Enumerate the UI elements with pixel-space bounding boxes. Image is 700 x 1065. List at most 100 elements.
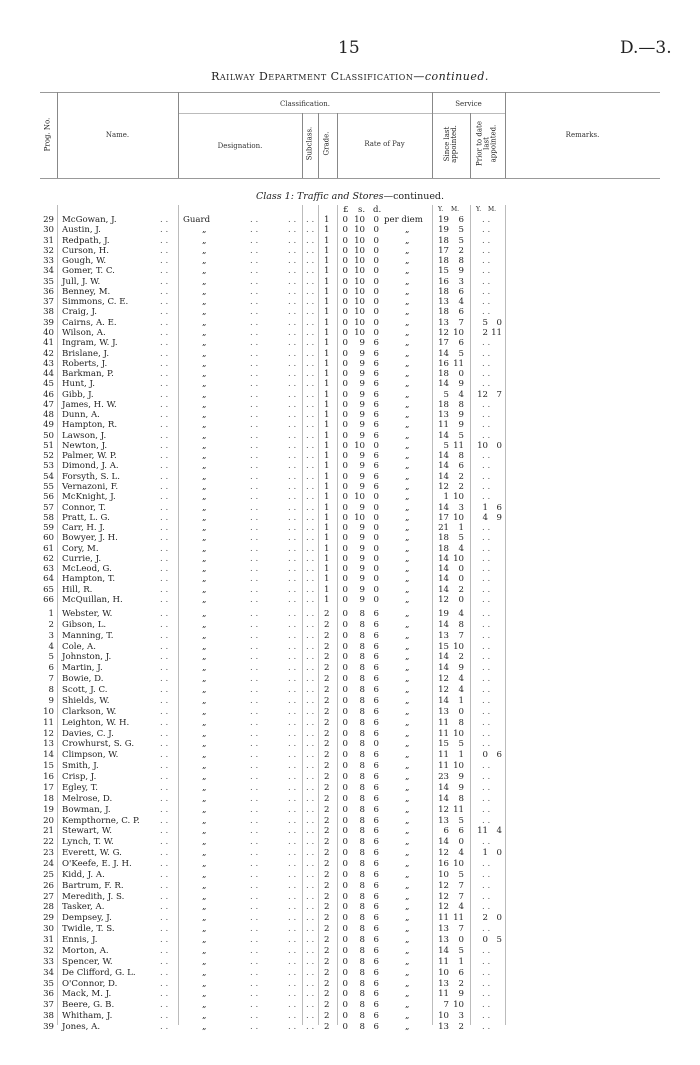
prior-empty: . . (482, 728, 491, 739)
pay-period: „ (405, 410, 410, 421)
designation: „ (202, 739, 207, 750)
table-row: 15 Smith, J. . . „ . . . . . . 2 0 8 6 „ 11 10 . . (0, 761, 700, 771)
pay-pence: 0 (373, 256, 379, 267)
name-leader: . . (160, 553, 169, 564)
since-months: 9 (458, 782, 464, 793)
document-reference: D.—3. (620, 38, 672, 58)
grade: 1 (324, 471, 330, 482)
pay-pounds: 0 (342, 512, 348, 523)
pay-period: „ (405, 674, 410, 685)
designation-leader: . . (250, 848, 259, 859)
pay-shillings: 8 (359, 630, 365, 641)
prog-no: 7 (48, 674, 54, 685)
designation: „ (202, 674, 207, 685)
pay-period: „ (405, 482, 410, 493)
since-years: 7 (443, 1000, 449, 1011)
pay-shillings: 8 (359, 739, 365, 750)
designation: „ (202, 327, 207, 338)
pay-period: „ (405, 869, 410, 880)
pay-period: „ (405, 652, 410, 663)
since-months: 2 (458, 584, 464, 595)
since-years: 16 (438, 276, 449, 287)
prior-empty: . . (482, 739, 491, 750)
pay-pounds: 0 (342, 235, 348, 246)
table-row: 45 Hunt, J.. . „. .. .. . 1 0 9 6 „ 14 9. . (0, 379, 700, 389)
designation: „ (202, 245, 207, 256)
designation-leader: . . (250, 286, 259, 297)
designation-leader: . . (250, 935, 259, 946)
pay-pence: 0 (373, 492, 379, 503)
pay-period: „ (405, 804, 410, 815)
pay-pounds: 0 (342, 815, 348, 826)
table-row: 35 O'Connor, D. . . „ . . . . . . 2 0 8 6 „ 13 2 . . (0, 979, 700, 989)
prog-no: 22 (43, 837, 54, 848)
designation: „ (202, 523, 207, 534)
designation-leader: . . (288, 594, 297, 605)
designation-leader: . . (250, 685, 259, 696)
table-row: 13 Crowhurst, S. G. . . „ . . . . . . 2 0 8 0 „ 15 5.… (0, 739, 700, 749)
table-row: 8 Scott, J. C.. . „. .. .. . 2 0 8 6 „ 12 4. . (0, 685, 700, 695)
designation-leader: . . (288, 358, 297, 369)
prog-no: 34 (43, 967, 54, 978)
pay-period: „ (405, 945, 410, 956)
designation-leader: . . (250, 967, 259, 978)
prog-no: 30 (43, 924, 54, 935)
name-leader: . . (160, 630, 169, 641)
prior-empty: . . (482, 804, 491, 815)
unit-years-since: Y. (438, 206, 444, 213)
since-months: 3 (458, 276, 464, 287)
designation-leader: . . (288, 420, 297, 431)
prior-empty: . . (482, 869, 491, 880)
name-leader: . . (160, 1011, 169, 1022)
designation: „ (202, 256, 207, 267)
name-leader: . . (160, 793, 169, 804)
subclass-leader: . . (306, 695, 315, 706)
pay-pounds: 0 (342, 793, 348, 804)
table-row: 39 Cairns, A. E.. . „. .. .. . 1 0 10 0 „ 13 7 5 0 (0, 318, 700, 328)
since-years: 14 (438, 574, 449, 585)
subclass-leader: . . (306, 553, 315, 564)
prior-empty: . . (482, 348, 491, 359)
subclass-leader: . . (306, 410, 315, 421)
name: O'Keefe, E. J. H. (62, 859, 132, 869)
since-years: 10 (438, 967, 449, 978)
prior-months: 6 (496, 502, 502, 513)
table-row: 28 Tasker, A. . . „ . . . . . . 2 0 8 6 „ 12 4 . . (0, 902, 700, 912)
pay-pence: 6 (373, 674, 379, 685)
designation-leader: . . (250, 225, 259, 236)
grade: 1 (324, 266, 330, 277)
name-leader: . . (160, 891, 169, 902)
designation-leader: . . (250, 369, 259, 380)
since-years: 18 (438, 399, 449, 410)
table-row: 31 Redpath, J.. . „. .. .. . 1 0 10 0 „ 18 5. . (0, 236, 700, 246)
pay-shillings: 8 (359, 772, 365, 783)
grade: 1 (324, 574, 330, 585)
name: Gomer, T. C. (62, 266, 115, 277)
pay-period: „ (405, 837, 410, 848)
pay-pence: 6 (373, 913, 379, 924)
designation-leader: . . (250, 543, 259, 554)
table-row: 46 Gibb, J. . . „ . . . . . . 1 0 9 6 „ 5 4 12 7 (0, 390, 700, 400)
since-months: 2 (458, 978, 464, 989)
pay-pence: 0 (373, 584, 379, 595)
grade: 1 (324, 338, 330, 349)
name-leader: . . (160, 564, 169, 575)
name: Simmons, C. E. (62, 297, 129, 308)
pay-pounds: 0 (342, 1022, 348, 1033)
subclass-leader: . . (306, 482, 315, 493)
designation-leader: . . (250, 440, 259, 451)
pay-period: „ (405, 663, 410, 674)
prior-empty: . . (482, 793, 491, 804)
designation-leader: . . (288, 641, 297, 652)
since-months: 7 (458, 630, 464, 641)
designation: „ (202, 482, 207, 493)
unit-months-prior: M. (488, 206, 497, 213)
designation-leader: . . (288, 297, 297, 308)
subclass-leader: . . (306, 804, 315, 815)
designation-leader: . . (288, 523, 297, 534)
since-months: 6 (458, 338, 464, 349)
prior-empty: . . (482, 276, 491, 287)
designation: „ (202, 761, 207, 772)
designation: „ (202, 859, 207, 869)
designation-leader: . . (288, 674, 297, 685)
